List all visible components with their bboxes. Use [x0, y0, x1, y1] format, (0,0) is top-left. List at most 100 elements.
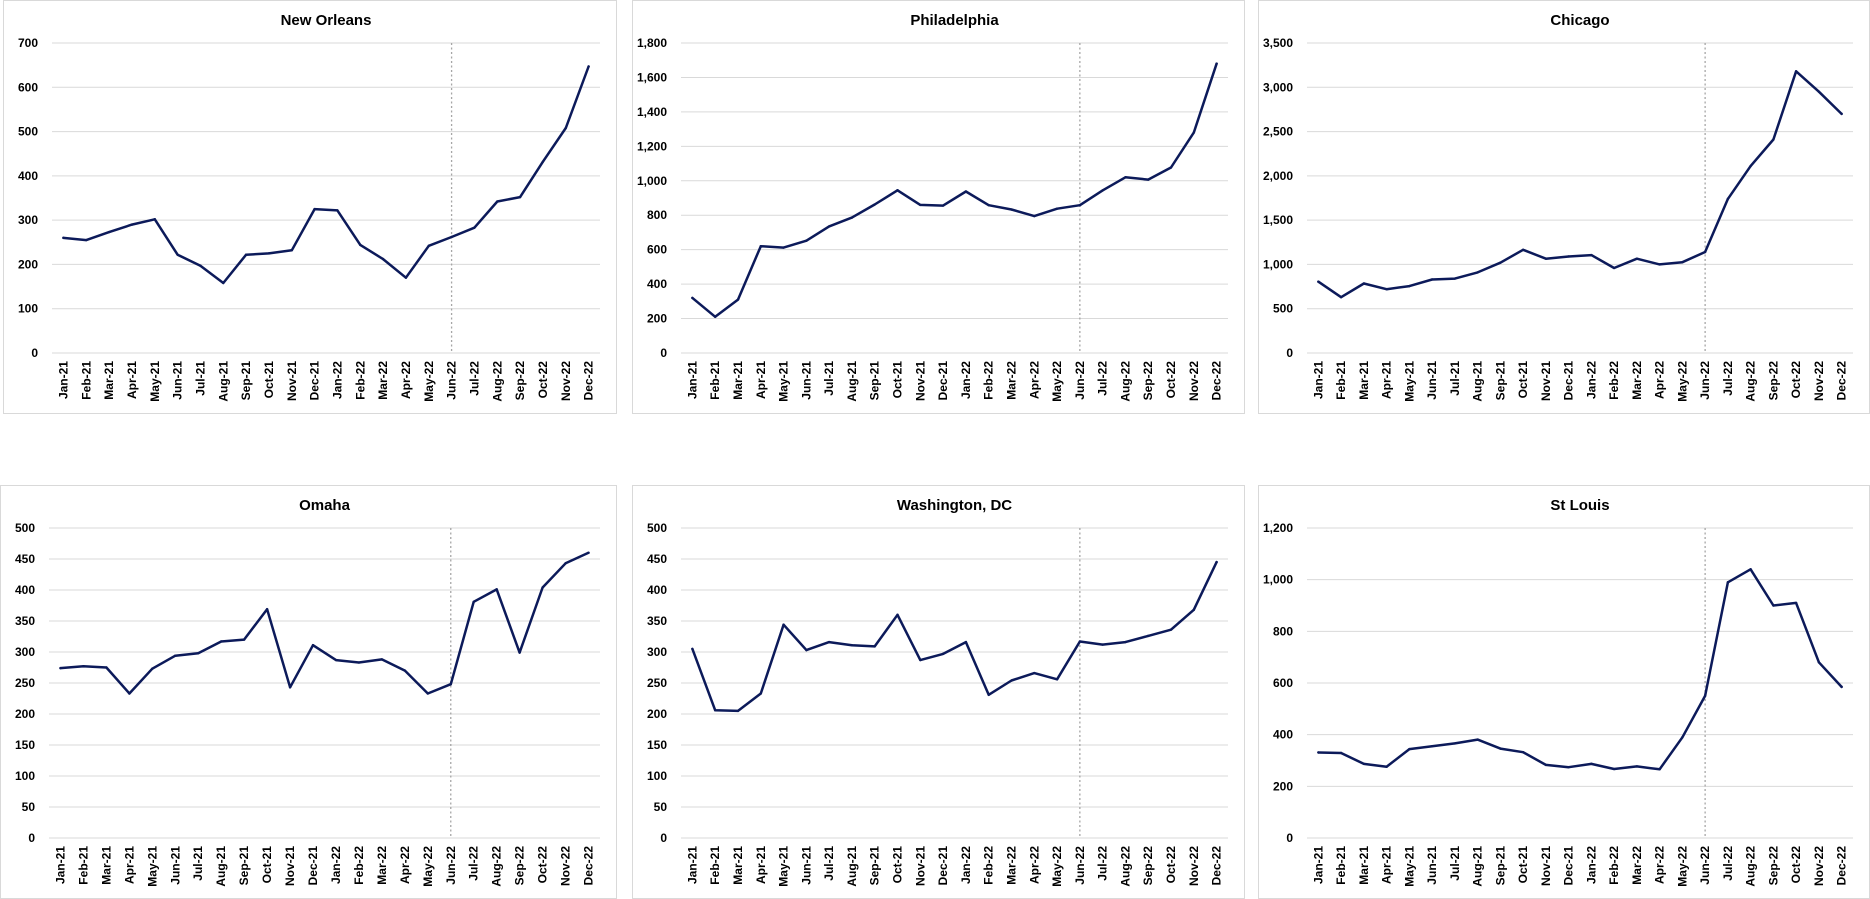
x-tick-label: Aug-22	[1744, 361, 1758, 402]
x-tick-label: Apr-22	[1653, 846, 1667, 884]
x-tick-label: Sep-21	[868, 361, 882, 401]
y-tick-label: 2,500	[1263, 125, 1293, 139]
y-tick-label: 300	[647, 645, 667, 659]
data-point	[1635, 765, 1639, 768]
data-point	[941, 652, 945, 656]
x-tick-label: Dec-22	[1835, 361, 1849, 401]
data-point	[587, 65, 590, 68]
data-point	[199, 264, 202, 267]
x-tick-label: May-21	[777, 846, 791, 887]
data-point	[782, 246, 785, 249]
x-tick-label: Mar-22	[1630, 846, 1644, 885]
chart-title: St Louis	[1550, 497, 1609, 514]
y-tick-label: 3,000	[1263, 80, 1293, 94]
x-tick-label: Nov-21	[283, 846, 297, 886]
data-point	[1681, 261, 1684, 264]
data-point	[472, 600, 475, 603]
x-tick-label: Jun-21	[1425, 361, 1439, 400]
x-tick-label: Nov-22	[1812, 846, 1826, 886]
data-point	[1772, 604, 1775, 607]
x-tick-label: Jul-21	[193, 361, 207, 396]
data-point	[1567, 766, 1570, 769]
data-point	[1590, 253, 1593, 257]
chart-svg: Omaha 0 50 100 150 200 250 300 350 400 450 500 Jan-2…	[15, 497, 600, 887]
x-tick-label: May-21	[1402, 361, 1416, 402]
x-tick-label: Nov-22	[559, 846, 573, 886]
data-point	[1124, 176, 1127, 179]
data-point	[404, 276, 408, 279]
data-point	[403, 669, 407, 672]
y-tick-label: 150	[15, 738, 35, 752]
data-point	[1726, 197, 1730, 201]
chart-svg: Chicago 0 500 1,000 1,500 2,000 2,500 3,000 3,50…	[1263, 12, 1853, 402]
y-tick-label: 50	[654, 800, 668, 814]
data-point	[1033, 671, 1036, 675]
y-tick-label: 700	[18, 36, 38, 50]
x-tick-label: Aug-22	[1118, 846, 1132, 887]
x-tick-label: Nov-21	[913, 361, 927, 401]
data-point	[1362, 282, 1366, 285]
data-point	[1749, 568, 1752, 571]
data-point	[1010, 208, 1013, 211]
data-point	[1317, 280, 1320, 283]
x-tick-label: Jan-22	[1584, 846, 1598, 884]
y-tick-label: 1,200	[1263, 521, 1293, 535]
data-point	[1476, 271, 1479, 274]
chart-panel-washington-dc: Washington, DC 0 50 100 150 200 250 300 350 400 45…	[632, 485, 1245, 899]
data-point	[1521, 248, 1525, 252]
data-point	[541, 586, 544, 589]
data-point	[1033, 214, 1036, 218]
data-point	[919, 658, 922, 662]
x-tick-label: May-22	[422, 361, 436, 402]
x-tick-label: Mar-21	[1357, 846, 1371, 885]
y-tick-label: 50	[22, 800, 36, 814]
data-point	[311, 643, 315, 647]
y-tick-label: 100	[15, 769, 35, 783]
x-tick-label: Oct-22	[1164, 846, 1178, 884]
x-tick-label: Jul-22	[467, 361, 481, 396]
data-point	[427, 244, 430, 248]
x-tick-label: Dec-22	[1210, 361, 1224, 401]
x-tick-label: Jun-22	[1073, 846, 1087, 885]
x-tick-label: May-21	[1402, 846, 1416, 887]
data-point	[564, 126, 567, 130]
data-point	[713, 315, 717, 319]
y-tick-label: 1,200	[637, 139, 667, 153]
y-tick-label: 600	[1273, 676, 1293, 690]
data-point	[782, 623, 785, 626]
x-tick-label: Apr-21	[754, 846, 768, 884]
x-tick-label: Aug-22	[1744, 846, 1758, 887]
x-tick-label: Jun-22	[1073, 361, 1087, 400]
y-tick-label: 3,500	[1263, 36, 1293, 50]
x-tick-label: Oct-21	[262, 361, 276, 399]
y-tick-label: 600	[647, 243, 667, 257]
y-tick-label: 150	[647, 738, 667, 752]
y-tick-label: 500	[647, 521, 667, 535]
x-tick-label: May-22	[421, 846, 435, 887]
data-point	[1499, 261, 1502, 264]
data-point	[59, 666, 62, 670]
series-line-philadelphia	[691, 62, 1218, 319]
x-tick-label: Sep-22	[1766, 361, 1780, 401]
data-point	[176, 253, 179, 256]
data-point	[130, 223, 134, 226]
data-point	[1055, 207, 1059, 210]
data-point	[151, 667, 154, 670]
data-point	[1078, 640, 1082, 643]
y-tick-label: 200	[15, 707, 35, 721]
data-point	[426, 692, 430, 695]
x-tick-label: Jun-21	[799, 846, 813, 885]
data-point	[1658, 263, 1661, 266]
y-tick-label: 1,000	[1263, 257, 1293, 271]
data-point	[805, 648, 808, 652]
y-tick-label: 1,000	[1263, 573, 1293, 587]
data-point	[313, 207, 316, 211]
x-tick-label: Aug-21	[1471, 361, 1485, 402]
x-tick-label: Feb-22	[1607, 361, 1621, 400]
x-tick-label: Feb-22	[982, 361, 996, 400]
data-point	[1840, 112, 1843, 116]
x-tick-label: Dec-21	[308, 361, 322, 401]
data-point	[896, 613, 899, 616]
x-tick-label: Jul-22	[1096, 846, 1110, 881]
data-point	[197, 652, 200, 655]
